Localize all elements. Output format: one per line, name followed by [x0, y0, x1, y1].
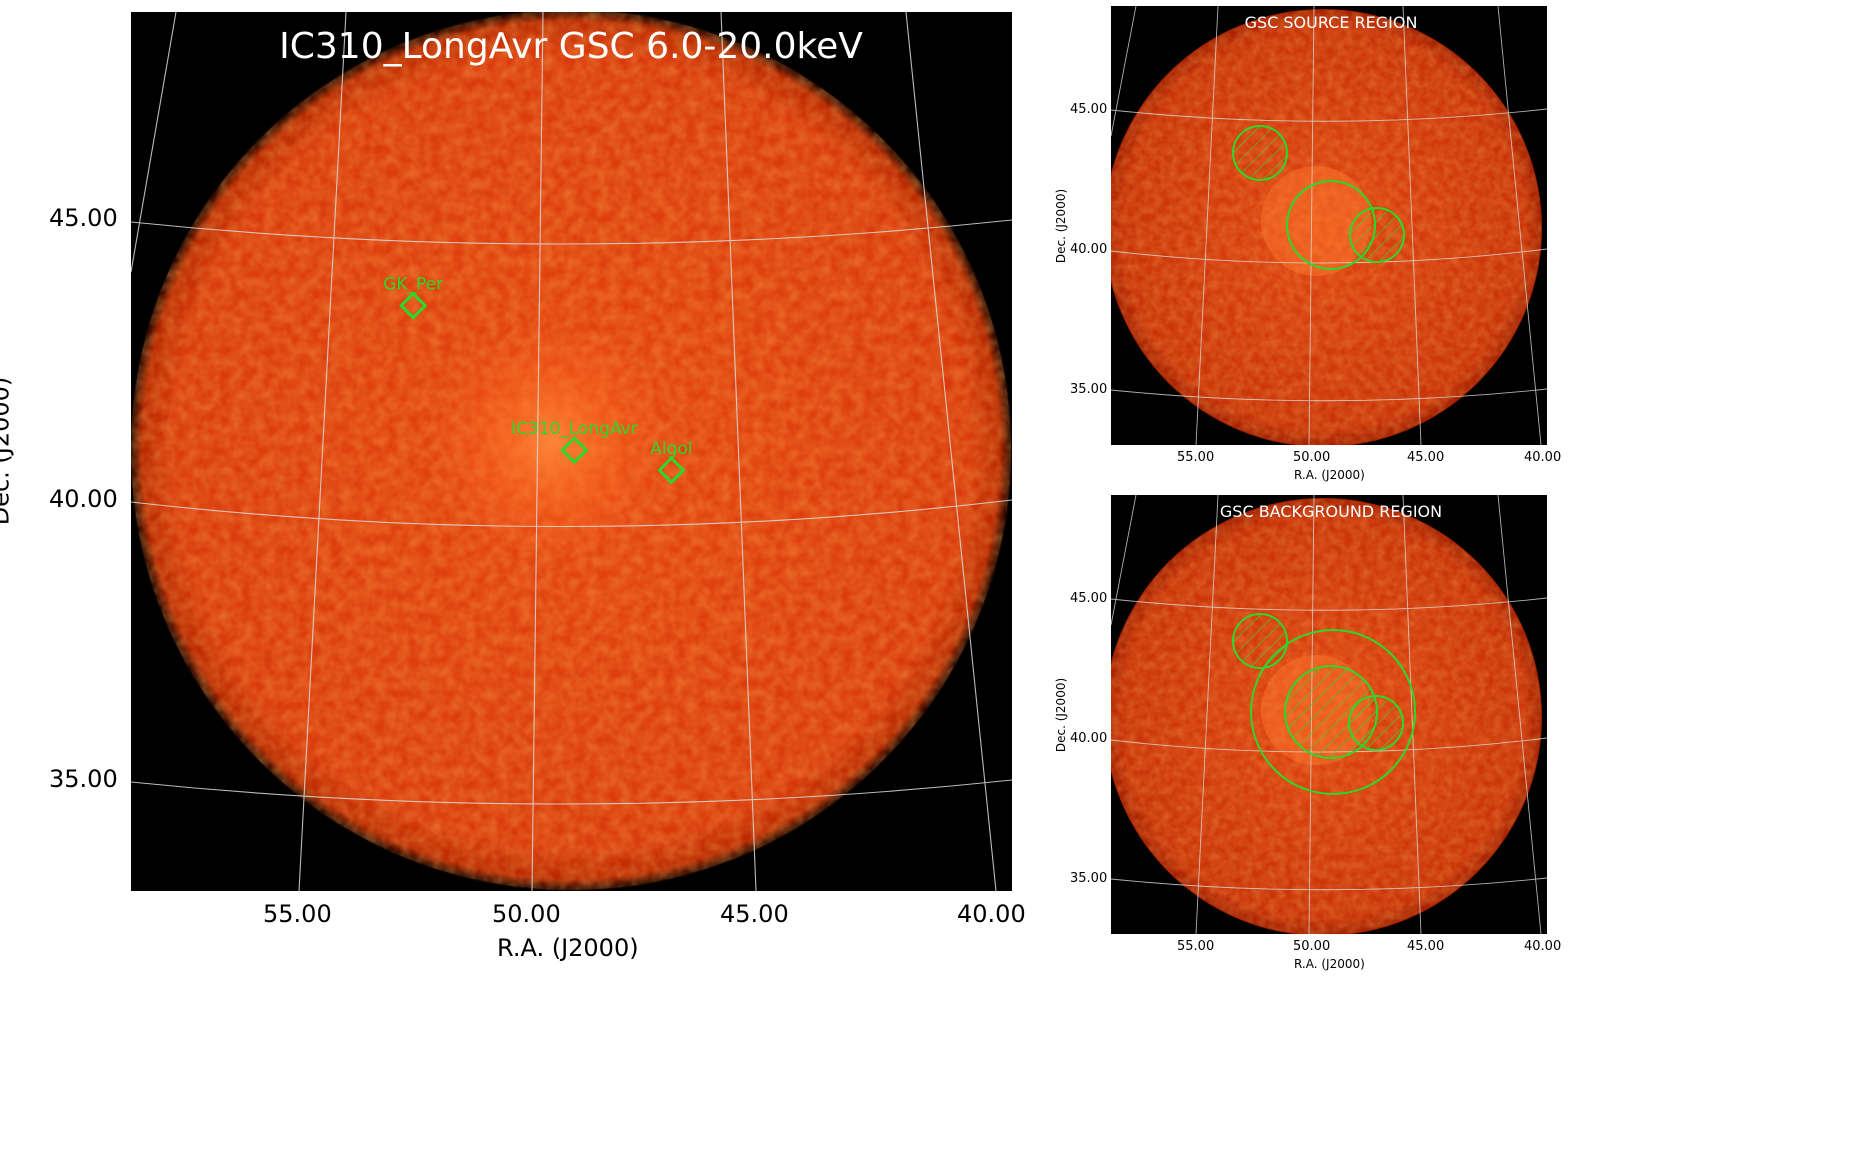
marker-algol-diamond: [657, 456, 686, 485]
main-x-label: R.A. (J2000): [497, 934, 639, 962]
background-plot-area: GSC BACKGROUND REGION: [1111, 495, 1547, 934]
main-x-tick-3: 40.00: [957, 900, 1026, 928]
excluded-gkper-circle: [1232, 125, 1288, 181]
main-y-tick-1: 40.00: [49, 485, 118, 513]
main-x-tick-1: 50.00: [492, 900, 561, 928]
source-glow: [1261, 166, 1371, 276]
background-y-tick-0: 45.00: [1070, 591, 1108, 606]
main-sky-map: GK_Per IC310_LongAvr Algol IC310_LongAvr G…: [131, 12, 1012, 891]
main-y-label: Dec. (J2000): [0, 376, 15, 526]
main-grid: [131, 12, 1012, 891]
background-y-tick-1: 40.00: [1070, 731, 1108, 746]
source-sky-map: GSC SOURCE REGION: [1111, 6, 1547, 445]
source-y-tick-1: 40.00: [1070, 242, 1108, 257]
source-noise-texture: [1111, 10, 1541, 445]
background-x-tick-1: 50.00: [1293, 939, 1331, 954]
source-grid: [1111, 6, 1547, 445]
source-x-tick-1: 50.00: [1293, 450, 1331, 465]
main-source-glow: [431, 322, 671, 562]
main-y-tick-2: 35.00: [49, 765, 118, 793]
excluded-algol-circle-bg: [1348, 695, 1404, 751]
background-x-tick-0: 55.00: [1177, 939, 1215, 954]
main-markers: GK_Per IC310_LongAvr Algol: [383, 275, 693, 485]
background-region-circle: [1250, 629, 1416, 795]
source-x-label: R.A. (J2000): [1294, 468, 1365, 482]
source-y-tick-0: 45.00: [1070, 102, 1108, 117]
excluded-algol-circle: [1349, 207, 1405, 263]
main-x-tick-2: 45.00: [720, 900, 789, 928]
background-y-label: Dec. (J2000): [1054, 677, 1069, 753]
source-plot-area: GSC SOURCE REGION: [1111, 6, 1547, 445]
background-x-label: R.A. (J2000): [1294, 957, 1365, 971]
marker-ic310-longavr-label: IC310_LongAvr: [511, 419, 638, 439]
main-x-tick-0: 55.00: [263, 900, 332, 928]
main-title: IC310_LongAvr GSC 6.0-20.0keV: [279, 26, 863, 67]
marker-algol-label: Algol: [650, 439, 692, 459]
background-y-tick-2: 35.00: [1070, 871, 1108, 886]
background-x-tick-2: 45.00: [1407, 939, 1445, 954]
background-title: GSC BACKGROUND REGION: [1220, 502, 1442, 521]
source-title: GSC SOURCE REGION: [1245, 13, 1418, 32]
main-y-tick-0: 45.00: [49, 204, 118, 232]
source-y-label: Dec. (J2000): [1054, 188, 1069, 264]
background-sky-map: GSC BACKGROUND REGION: [1111, 495, 1547, 934]
source-y-tick-2: 35.00: [1070, 382, 1108, 397]
source-x-tick-2: 45.00: [1407, 450, 1445, 465]
excluded-gkper-circle-bg: [1232, 613, 1288, 669]
background-x-tick-3: 40.00: [1524, 939, 1562, 954]
main-plot-area: GK_Per IC310_LongAvr Algol IC310_LongAvr G…: [131, 12, 1012, 891]
marker-gk-per-label: GK_Per: [383, 275, 443, 295]
source-x-tick-3: 40.00: [1524, 450, 1562, 465]
marker-gk-per-diamond: [399, 291, 428, 320]
marker-ic310-longavr-diamond: [560, 435, 589, 465]
source-x-tick-0: 55.00: [1177, 450, 1215, 465]
